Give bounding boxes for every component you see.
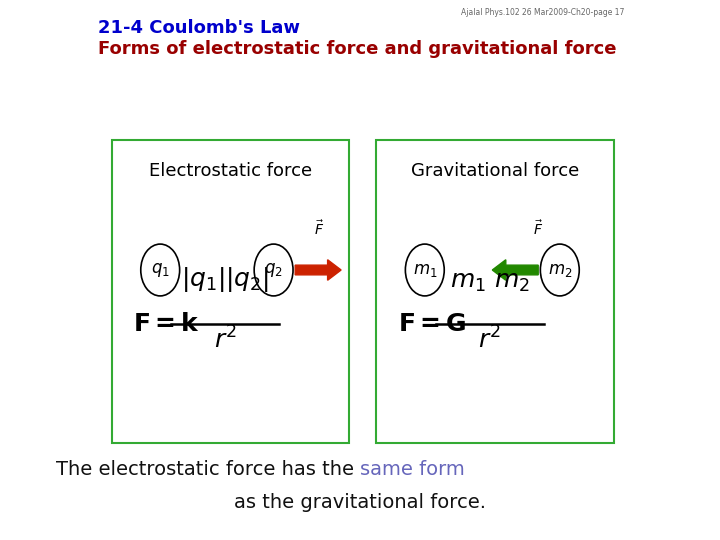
Text: Electrostatic force: Electrostatic force — [149, 162, 312, 180]
Text: Forms of electrostatic force and gravitational force: Forms of electrostatic force and gravita… — [98, 40, 616, 58]
Text: $\vec{F}$: $\vec{F}$ — [315, 219, 325, 238]
Text: $r^2$: $r^2$ — [478, 327, 501, 354]
FancyArrow shape — [492, 260, 539, 280]
Text: $q_1$: $q_1$ — [150, 261, 170, 279]
Text: $m_2$: $m_2$ — [548, 261, 572, 279]
FancyArrow shape — [295, 260, 341, 280]
Text: Gravitational force: Gravitational force — [411, 162, 579, 180]
Bar — [112, 140, 349, 443]
Text: same form: same form — [360, 460, 464, 480]
Text: $q_2$: $q_2$ — [264, 261, 283, 279]
Text: $|q_1||q_2|$: $|q_1||q_2|$ — [181, 265, 269, 294]
Text: as the gravitational force.: as the gravitational force. — [234, 492, 486, 512]
Text: $r^2$: $r^2$ — [214, 327, 236, 354]
Text: $m_1\ m_2$: $m_1\ m_2$ — [449, 271, 530, 294]
Text: $\mathbf{F{=}G}$: $\mathbf{F{=}G}$ — [397, 312, 467, 336]
Text: $m_1$: $m_1$ — [413, 261, 437, 279]
Text: $\vec{F}$: $\vec{F}$ — [533, 219, 544, 238]
Text: $\mathbf{F{=}k}$: $\mathbf{F{=}k}$ — [133, 312, 200, 336]
Bar — [376, 140, 613, 443]
Text: The electrostatic force has the: The electrostatic force has the — [55, 460, 360, 480]
Text: Ajalal Phys.102 26 Mar2009-Ch20-page 17: Ajalal Phys.102 26 Mar2009-Ch20-page 17 — [462, 8, 625, 17]
Text: 21-4 Coulomb's Law: 21-4 Coulomb's Law — [98, 19, 300, 37]
